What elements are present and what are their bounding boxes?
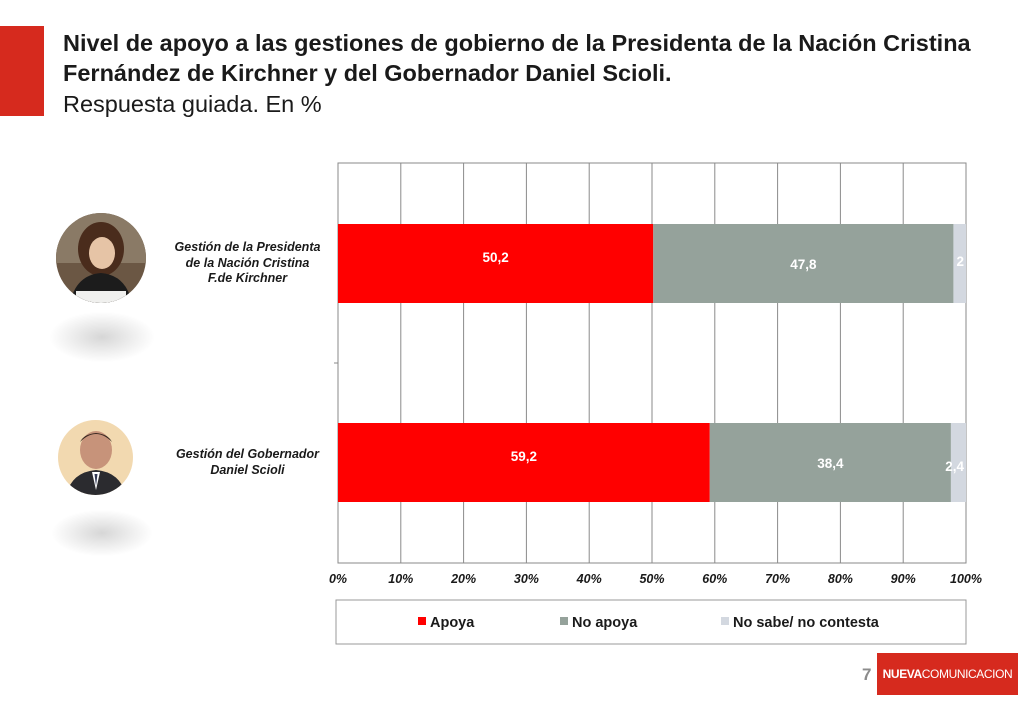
legend-label: No sabe/ no contesta bbox=[733, 615, 880, 631]
data-label: 38,4 bbox=[817, 456, 844, 471]
data-label: 2 bbox=[956, 254, 964, 269]
legend: Apoya No apoya No sabe/ no contesta bbox=[335, 599, 967, 645]
title-accent-bar bbox=[0, 26, 44, 116]
category-label-kirchner: Gestión de la Presidenta de la Nación Cr… bbox=[160, 240, 335, 287]
x-tick-label: 70% bbox=[765, 572, 790, 586]
x-tick-label: 10% bbox=[388, 572, 413, 586]
legend-label: No apoya bbox=[572, 615, 638, 631]
category-label-line: Gestión del Gobernador bbox=[175, 447, 320, 461]
x-tick-label: 100% bbox=[950, 572, 982, 586]
x-tick-label: 90% bbox=[891, 572, 916, 586]
brand-logo: NUEVA COMUNICACION bbox=[877, 653, 1018, 695]
data-label: 2,4 bbox=[945, 459, 964, 474]
bar-segment bbox=[338, 224, 654, 303]
legend-swatch bbox=[560, 617, 568, 625]
category-label-line: Gestión de la Presidenta bbox=[174, 240, 321, 254]
portrait-shadow bbox=[50, 312, 154, 362]
category-label-scioli: Gestión del Gobernador Daniel Scioli bbox=[160, 447, 335, 478]
category-label-line: Daniel Scioli bbox=[210, 462, 285, 477]
x-tick-label: 0% bbox=[329, 572, 347, 586]
legend-swatch bbox=[418, 617, 426, 625]
bar-segment bbox=[709, 423, 951, 502]
data-label: 47,8 bbox=[790, 257, 817, 272]
x-tick-label: 20% bbox=[450, 572, 476, 586]
brand-logo-part2: COMUNICACION bbox=[921, 667, 1013, 681]
bar-segment bbox=[653, 224, 954, 303]
page-number: 7 bbox=[862, 665, 872, 684]
category-label-line: F.de Kirchner bbox=[207, 271, 288, 285]
x-tick-label: 30% bbox=[514, 572, 539, 586]
bar-segment bbox=[338, 423, 710, 502]
x-tick-label: 80% bbox=[828, 572, 853, 586]
x-tick-label: 60% bbox=[702, 572, 727, 586]
legend-swatch bbox=[721, 617, 729, 625]
legend-label: Apoya bbox=[430, 615, 475, 631]
brand-logo-part1: NUEVA bbox=[882, 667, 923, 681]
slide-title: Nivel de apoyo a las gestiones de gobier… bbox=[63, 30, 971, 86]
bars bbox=[338, 224, 966, 502]
portrait-photo bbox=[58, 420, 133, 495]
legend-box bbox=[335, 599, 967, 645]
grid bbox=[334, 162, 967, 564]
x-tick-label: 50% bbox=[639, 572, 664, 586]
x-tick-label: 40% bbox=[576, 572, 602, 586]
x-axis-ticks: 0% 10% 20% 30% 40% 50% 60% 70% 80% 90% 100% bbox=[329, 572, 982, 586]
slide-subtitle: Respuesta guiada. En % bbox=[63, 91, 322, 117]
data-label: 50,2 bbox=[482, 250, 508, 265]
data-label: 59,2 bbox=[511, 449, 537, 464]
portrait-shadow bbox=[52, 510, 152, 556]
bar-segment bbox=[950, 423, 966, 502]
bar-segment bbox=[953, 224, 966, 303]
category-label-line: de la Nación Cristina bbox=[185, 255, 310, 270]
data-labels: 50,2 47,8 2 59,2 38,4 2,4 bbox=[482, 250, 964, 474]
